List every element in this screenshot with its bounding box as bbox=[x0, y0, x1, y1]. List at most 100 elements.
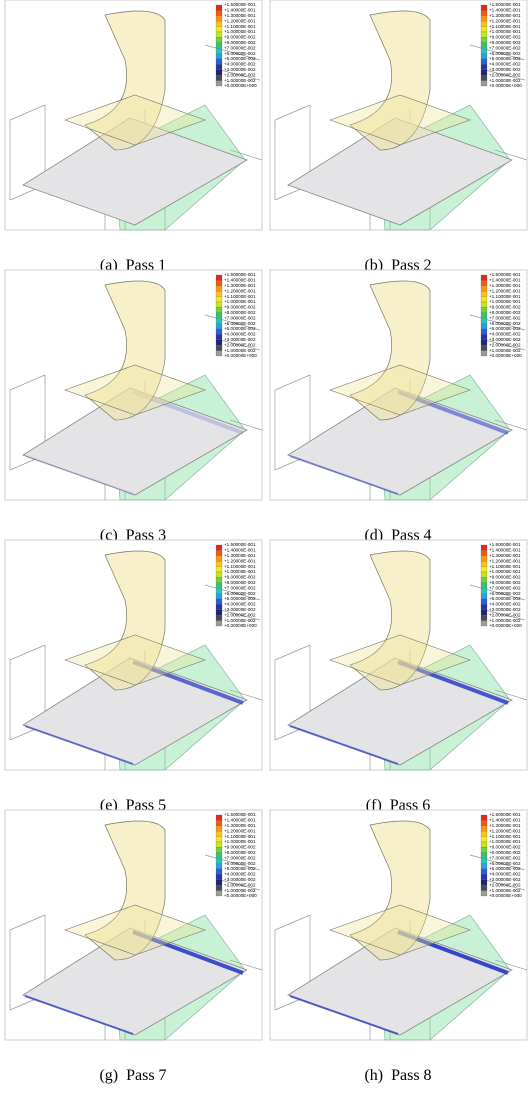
legend-swatch bbox=[216, 610, 222, 615]
legend-swatch bbox=[481, 826, 487, 831]
legend-label: +2.00000E-002 bbox=[489, 342, 521, 347]
legend-swatch bbox=[216, 59, 222, 64]
legend-label: +1.40000E-001 bbox=[224, 8, 256, 13]
legend-label: +7.00000E-002 bbox=[489, 585, 521, 590]
legend-swatch bbox=[481, 874, 487, 879]
legend-label: +1.40000E-001 bbox=[224, 278, 256, 283]
legend-label: +6.00000E-002 bbox=[489, 591, 521, 596]
legend-swatch bbox=[216, 291, 222, 296]
legend-swatch bbox=[216, 869, 222, 874]
legend-swatch bbox=[216, 16, 222, 21]
legend-label: +1.50000E-001 bbox=[224, 2, 256, 7]
legend-swatch bbox=[216, 874, 222, 879]
legend-swatch bbox=[481, 64, 487, 69]
legend-label: +5.00000E-002 bbox=[489, 596, 521, 601]
legend-swatch bbox=[216, 37, 222, 42]
legend-label: +1.20000E-001 bbox=[224, 828, 256, 833]
legend-swatch bbox=[481, 550, 487, 555]
legend-label: +5.00000E-002 bbox=[489, 326, 521, 331]
legend-swatch bbox=[216, 545, 222, 550]
legend-swatch bbox=[216, 858, 222, 863]
legend-label: +1.00000E-002 bbox=[489, 618, 521, 623]
legend-label: +1.30000E-001 bbox=[224, 283, 256, 288]
panel: +1.50000E-001+1.40000E-001+1.30000E-001+… bbox=[270, 270, 527, 500]
legend-label: +2.00000E-002 bbox=[224, 612, 256, 617]
legend-swatch bbox=[216, 286, 222, 291]
legend-swatch bbox=[216, 853, 222, 858]
legend-swatch bbox=[216, 885, 222, 890]
legend-label: +1.10000E-001 bbox=[224, 294, 256, 299]
legend-label: +1.00000E-001 bbox=[224, 299, 256, 304]
legend-swatch bbox=[481, 837, 487, 842]
legend-label: +3.00000E-002 bbox=[489, 67, 521, 72]
legend-label: +3.00000E-002 bbox=[489, 607, 521, 612]
legend-label: +5.00000E-002 bbox=[489, 866, 521, 871]
legend-label: +8.00000E-002 bbox=[224, 850, 256, 855]
caption-label: (g) bbox=[99, 1067, 118, 1084]
legend-swatch bbox=[481, 583, 487, 588]
legend-label: +9.00000E-002 bbox=[224, 35, 256, 40]
legend-swatch bbox=[481, 345, 487, 350]
legend-label: +1.20000E-001 bbox=[489, 558, 521, 563]
legend-swatch bbox=[481, 880, 487, 885]
legend-swatch bbox=[481, 853, 487, 858]
legend-swatch bbox=[481, 297, 487, 302]
legend-label: +2.00000E-002 bbox=[489, 882, 521, 887]
legend-swatch bbox=[216, 599, 222, 604]
legend-swatch bbox=[216, 48, 222, 53]
legend-label: +6.00000E-002 bbox=[489, 321, 521, 326]
legend-label: +1.10000E-001 bbox=[489, 24, 521, 29]
panel: +1.50000E-001+1.40000E-001+1.30000E-001+… bbox=[5, 810, 262, 1040]
legend-label: +3.00000E-002 bbox=[224, 67, 256, 72]
legend-swatch bbox=[216, 275, 222, 280]
legend-label: +7.00000E-002 bbox=[489, 855, 521, 860]
legend-label: +5.00000E-002 bbox=[224, 56, 256, 61]
legend-swatch bbox=[481, 324, 487, 329]
legend-label: +1.30000E-001 bbox=[489, 283, 521, 288]
legend-label: +3.00000E-002 bbox=[224, 607, 256, 612]
legend-label: +1.40000E-001 bbox=[489, 818, 521, 823]
legend-label: +1.10000E-001 bbox=[489, 564, 521, 569]
legend-label: +1.20000E-001 bbox=[224, 18, 256, 23]
legend-swatch bbox=[481, 313, 487, 318]
legend-label: +1.00000E-001 bbox=[489, 569, 521, 574]
legend-swatch bbox=[481, 588, 487, 593]
legend-swatch bbox=[481, 21, 487, 26]
legend-swatch bbox=[481, 286, 487, 291]
caption-label: (h) bbox=[364, 1067, 383, 1084]
legend-label: +7.00000E-002 bbox=[224, 45, 256, 50]
legend-swatch bbox=[481, 599, 487, 604]
legend-swatch bbox=[481, 340, 487, 345]
legend-label: +3.00000E-002 bbox=[224, 877, 256, 882]
legend-swatch bbox=[481, 329, 487, 334]
legend-label: +7.00000E-002 bbox=[489, 45, 521, 50]
legend-swatch bbox=[216, 561, 222, 566]
legend-swatch bbox=[216, 21, 222, 26]
legend-label: +1.00000E-002 bbox=[224, 78, 256, 83]
legend-swatch bbox=[216, 318, 222, 323]
legend-label: +1.00000E-002 bbox=[224, 618, 256, 623]
legend-swatch bbox=[481, 847, 487, 852]
legend-swatch bbox=[481, 572, 487, 577]
legend-label: +1.20000E-001 bbox=[489, 828, 521, 833]
legend-label: +1.50000E-001 bbox=[489, 2, 521, 7]
legend-label: +3.00000E-002 bbox=[489, 337, 521, 342]
legend-swatch bbox=[481, 16, 487, 21]
legend-label: +1.00000E-001 bbox=[489, 839, 521, 844]
legend-label: +9.00000E-002 bbox=[224, 845, 256, 850]
legend-label: +6.00000E-002 bbox=[224, 591, 256, 596]
legend-label: +2.00000E-002 bbox=[224, 72, 256, 77]
legend-label: +1.20000E-001 bbox=[489, 18, 521, 23]
legend-label: +1.00000E-001 bbox=[489, 29, 521, 34]
legend-label: +7.00000E-002 bbox=[224, 315, 256, 320]
legend-label: +9.00000E-002 bbox=[224, 575, 256, 580]
legend-swatch bbox=[216, 577, 222, 582]
legend-label: +4.00000E-002 bbox=[224, 602, 256, 607]
legend-label: +9.00000E-002 bbox=[489, 845, 521, 850]
legend-swatch bbox=[216, 334, 222, 339]
legend-label: +1.10000E-001 bbox=[224, 24, 256, 29]
legend-label: +0.00000E+000 bbox=[489, 623, 522, 628]
legend-label: +1.00000E-002 bbox=[224, 348, 256, 353]
legend-label: +1.20000E-001 bbox=[489, 288, 521, 293]
legend-swatch bbox=[481, 891, 487, 896]
